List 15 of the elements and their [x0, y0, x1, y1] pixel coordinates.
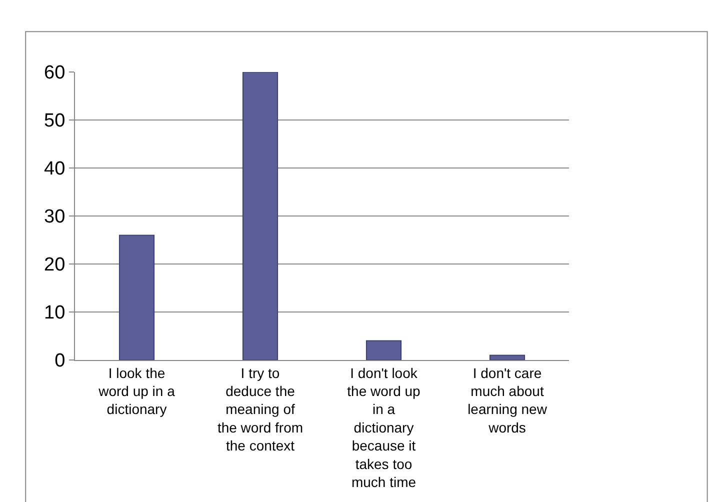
- x-tick-label: I don't look the word up in a dictionary because it takes too much time: [347, 364, 421, 490]
- y-tick-label: 40: [44, 158, 66, 180]
- y-tick-label: 60: [44, 62, 66, 84]
- y-tick-label: 50: [44, 110, 66, 132]
- y-tick-label: 10: [44, 302, 66, 324]
- x-tick-label: I don't care much about learning new words: [468, 364, 548, 436]
- x-tick-label: I look the word up in a dictionary: [98, 364, 176, 418]
- y-tick-label: 0: [54, 350, 66, 372]
- bar: [118, 234, 155, 360]
- y-tick-label: 30: [44, 206, 66, 228]
- bar: [489, 354, 526, 360]
- y-tick-label: 20: [44, 254, 66, 276]
- x-tick-label: I try to deduce the meaning of the word from the context: [217, 364, 304, 454]
- bar: [242, 72, 278, 360]
- bar: [366, 340, 402, 360]
